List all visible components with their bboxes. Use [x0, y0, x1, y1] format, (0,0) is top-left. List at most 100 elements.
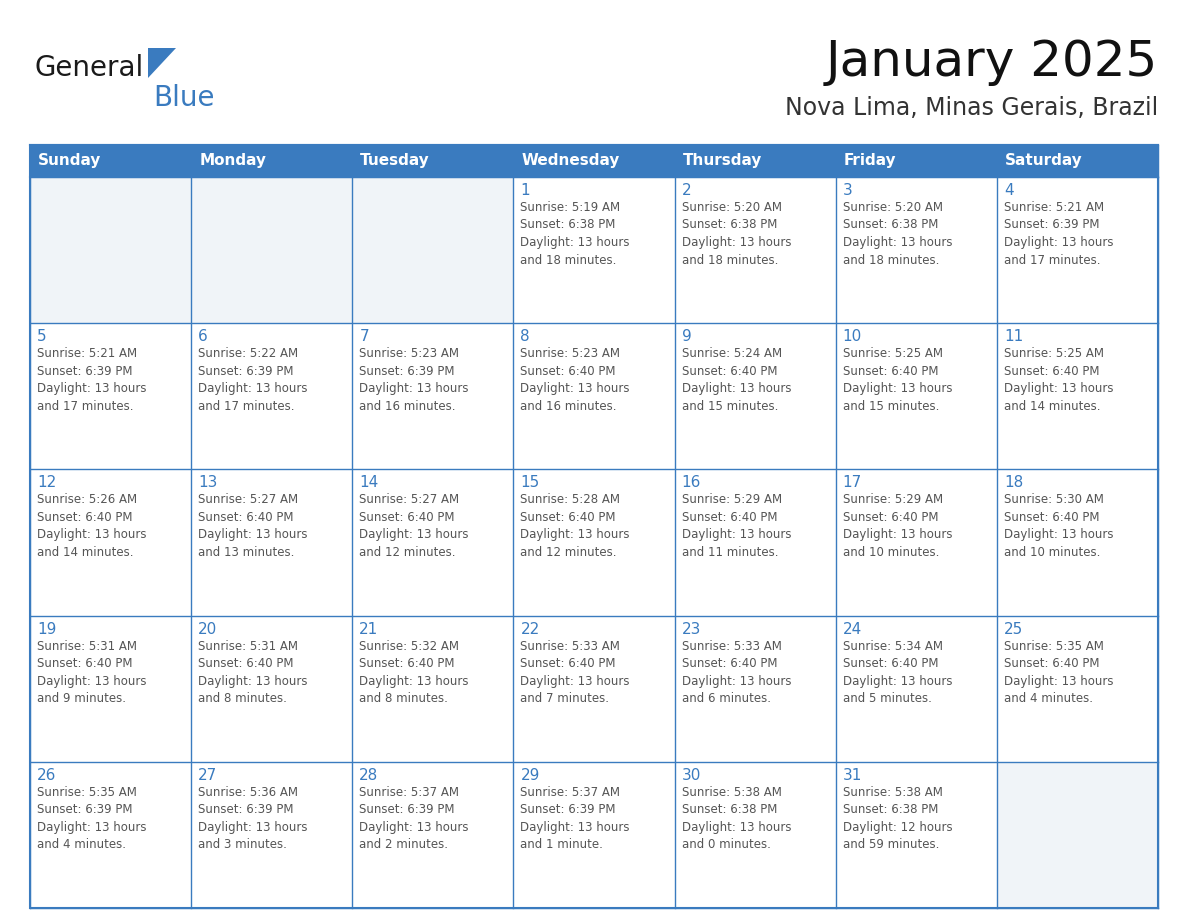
- Text: Sunrise: 5:35 AM
Sunset: 6:40 PM
Daylight: 13 hours
and 4 minutes.: Sunrise: 5:35 AM Sunset: 6:40 PM Dayligh…: [1004, 640, 1113, 705]
- Bar: [835, 762, 997, 908]
- Bar: [353, 762, 513, 908]
- Bar: [997, 469, 1158, 616]
- Bar: [675, 145, 835, 177]
- Bar: [997, 616, 1158, 762]
- Text: 22: 22: [520, 621, 539, 636]
- Bar: [675, 762, 835, 908]
- Text: 25: 25: [1004, 621, 1023, 636]
- Bar: [675, 323, 835, 469]
- Text: Sunrise: 5:29 AM
Sunset: 6:40 PM
Daylight: 13 hours
and 10 minutes.: Sunrise: 5:29 AM Sunset: 6:40 PM Dayligh…: [842, 493, 953, 559]
- Text: Sunrise: 5:24 AM
Sunset: 6:40 PM
Daylight: 13 hours
and 15 minutes.: Sunrise: 5:24 AM Sunset: 6:40 PM Dayligh…: [682, 347, 791, 413]
- Text: Monday: Monday: [200, 153, 266, 169]
- Bar: [30, 762, 191, 908]
- Text: 2: 2: [682, 183, 691, 198]
- Text: Sunrise: 5:31 AM
Sunset: 6:40 PM
Daylight: 13 hours
and 8 minutes.: Sunrise: 5:31 AM Sunset: 6:40 PM Dayligh…: [198, 640, 308, 705]
- Bar: [191, 177, 353, 323]
- Text: Sunrise: 5:28 AM
Sunset: 6:40 PM
Daylight: 13 hours
and 12 minutes.: Sunrise: 5:28 AM Sunset: 6:40 PM Dayligh…: [520, 493, 630, 559]
- Bar: [997, 145, 1158, 177]
- Text: 31: 31: [842, 767, 862, 783]
- Text: Sunrise: 5:30 AM
Sunset: 6:40 PM
Daylight: 13 hours
and 10 minutes.: Sunrise: 5:30 AM Sunset: 6:40 PM Dayligh…: [1004, 493, 1113, 559]
- Polygon shape: [148, 48, 176, 78]
- Text: Sunrise: 5:21 AM
Sunset: 6:39 PM
Daylight: 13 hours
and 17 minutes.: Sunrise: 5:21 AM Sunset: 6:39 PM Dayligh…: [1004, 201, 1113, 266]
- Text: Nova Lima, Minas Gerais, Brazil: Nova Lima, Minas Gerais, Brazil: [785, 96, 1158, 120]
- Text: 4: 4: [1004, 183, 1013, 198]
- Bar: [513, 177, 675, 323]
- Text: Sunrise: 5:33 AM
Sunset: 6:40 PM
Daylight: 13 hours
and 7 minutes.: Sunrise: 5:33 AM Sunset: 6:40 PM Dayligh…: [520, 640, 630, 705]
- Bar: [997, 762, 1158, 908]
- Text: 17: 17: [842, 476, 862, 490]
- Text: Sunrise: 5:27 AM
Sunset: 6:40 PM
Daylight: 13 hours
and 12 minutes.: Sunrise: 5:27 AM Sunset: 6:40 PM Dayligh…: [359, 493, 469, 559]
- Text: Sunrise: 5:29 AM
Sunset: 6:40 PM
Daylight: 13 hours
and 11 minutes.: Sunrise: 5:29 AM Sunset: 6:40 PM Dayligh…: [682, 493, 791, 559]
- Bar: [30, 145, 1158, 908]
- Bar: [835, 323, 997, 469]
- Text: Sunrise: 5:22 AM
Sunset: 6:39 PM
Daylight: 13 hours
and 17 minutes.: Sunrise: 5:22 AM Sunset: 6:39 PM Dayligh…: [198, 347, 308, 413]
- Bar: [30, 323, 191, 469]
- Text: 18: 18: [1004, 476, 1023, 490]
- Text: Sunrise: 5:25 AM
Sunset: 6:40 PM
Daylight: 13 hours
and 15 minutes.: Sunrise: 5:25 AM Sunset: 6:40 PM Dayligh…: [842, 347, 953, 413]
- Text: Thursday: Thursday: [683, 153, 762, 169]
- Bar: [835, 469, 997, 616]
- Text: 6: 6: [198, 330, 208, 344]
- Text: Sunrise: 5:26 AM
Sunset: 6:40 PM
Daylight: 13 hours
and 14 minutes.: Sunrise: 5:26 AM Sunset: 6:40 PM Dayligh…: [37, 493, 146, 559]
- Bar: [997, 177, 1158, 323]
- Text: Sunrise: 5:20 AM
Sunset: 6:38 PM
Daylight: 13 hours
and 18 minutes.: Sunrise: 5:20 AM Sunset: 6:38 PM Dayligh…: [682, 201, 791, 266]
- Bar: [191, 762, 353, 908]
- Text: 29: 29: [520, 767, 539, 783]
- Text: Sunrise: 5:21 AM
Sunset: 6:39 PM
Daylight: 13 hours
and 17 minutes.: Sunrise: 5:21 AM Sunset: 6:39 PM Dayligh…: [37, 347, 146, 413]
- Bar: [30, 616, 191, 762]
- Bar: [513, 469, 675, 616]
- Bar: [191, 145, 353, 177]
- Bar: [835, 616, 997, 762]
- Bar: [513, 616, 675, 762]
- Bar: [513, 145, 675, 177]
- Bar: [30, 145, 191, 177]
- Bar: [835, 177, 997, 323]
- Text: 11: 11: [1004, 330, 1023, 344]
- Text: Sunrise: 5:38 AM
Sunset: 6:38 PM
Daylight: 13 hours
and 0 minutes.: Sunrise: 5:38 AM Sunset: 6:38 PM Dayligh…: [682, 786, 791, 851]
- Text: Sunrise: 5:20 AM
Sunset: 6:38 PM
Daylight: 13 hours
and 18 minutes.: Sunrise: 5:20 AM Sunset: 6:38 PM Dayligh…: [842, 201, 953, 266]
- Bar: [191, 323, 353, 469]
- Text: 13: 13: [198, 476, 217, 490]
- Text: 19: 19: [37, 621, 56, 636]
- Text: Sunrise: 5:37 AM
Sunset: 6:39 PM
Daylight: 13 hours
and 2 minutes.: Sunrise: 5:37 AM Sunset: 6:39 PM Dayligh…: [359, 786, 469, 851]
- Bar: [835, 145, 997, 177]
- Text: 10: 10: [842, 330, 862, 344]
- Text: Blue: Blue: [153, 84, 215, 112]
- Bar: [353, 145, 513, 177]
- Text: 20: 20: [198, 621, 217, 636]
- Bar: [353, 469, 513, 616]
- Text: 23: 23: [682, 621, 701, 636]
- Text: 21: 21: [359, 621, 379, 636]
- Text: 26: 26: [37, 767, 56, 783]
- Text: Sunrise: 5:36 AM
Sunset: 6:39 PM
Daylight: 13 hours
and 3 minutes.: Sunrise: 5:36 AM Sunset: 6:39 PM Dayligh…: [198, 786, 308, 851]
- Text: Sunrise: 5:37 AM
Sunset: 6:39 PM
Daylight: 13 hours
and 1 minute.: Sunrise: 5:37 AM Sunset: 6:39 PM Dayligh…: [520, 786, 630, 851]
- Text: 3: 3: [842, 183, 853, 198]
- Text: Sunrise: 5:23 AM
Sunset: 6:39 PM
Daylight: 13 hours
and 16 minutes.: Sunrise: 5:23 AM Sunset: 6:39 PM Dayligh…: [359, 347, 469, 413]
- Text: 27: 27: [198, 767, 217, 783]
- Text: Saturday: Saturday: [1005, 153, 1082, 169]
- Text: 16: 16: [682, 476, 701, 490]
- Text: 30: 30: [682, 767, 701, 783]
- Text: Sunrise: 5:32 AM
Sunset: 6:40 PM
Daylight: 13 hours
and 8 minutes.: Sunrise: 5:32 AM Sunset: 6:40 PM Dayligh…: [359, 640, 469, 705]
- Bar: [30, 177, 191, 323]
- Text: Sunrise: 5:23 AM
Sunset: 6:40 PM
Daylight: 13 hours
and 16 minutes.: Sunrise: 5:23 AM Sunset: 6:40 PM Dayligh…: [520, 347, 630, 413]
- Text: Sunrise: 5:38 AM
Sunset: 6:38 PM
Daylight: 12 hours
and 59 minutes.: Sunrise: 5:38 AM Sunset: 6:38 PM Dayligh…: [842, 786, 953, 851]
- Bar: [675, 469, 835, 616]
- Text: Sunrise: 5:34 AM
Sunset: 6:40 PM
Daylight: 13 hours
and 5 minutes.: Sunrise: 5:34 AM Sunset: 6:40 PM Dayligh…: [842, 640, 953, 705]
- Bar: [513, 323, 675, 469]
- Text: Tuesday: Tuesday: [360, 153, 430, 169]
- Text: 5: 5: [37, 330, 46, 344]
- Bar: [353, 323, 513, 469]
- Bar: [675, 177, 835, 323]
- Bar: [997, 323, 1158, 469]
- Text: Sunday: Sunday: [38, 153, 101, 169]
- Text: Sunrise: 5:25 AM
Sunset: 6:40 PM
Daylight: 13 hours
and 14 minutes.: Sunrise: 5:25 AM Sunset: 6:40 PM Dayligh…: [1004, 347, 1113, 413]
- Text: 9: 9: [682, 330, 691, 344]
- Text: 24: 24: [842, 621, 862, 636]
- Text: Friday: Friday: [843, 153, 896, 169]
- Text: Wednesday: Wednesday: [522, 153, 620, 169]
- Text: January 2025: January 2025: [826, 38, 1158, 86]
- Text: 28: 28: [359, 767, 379, 783]
- Text: 1: 1: [520, 183, 530, 198]
- Bar: [191, 616, 353, 762]
